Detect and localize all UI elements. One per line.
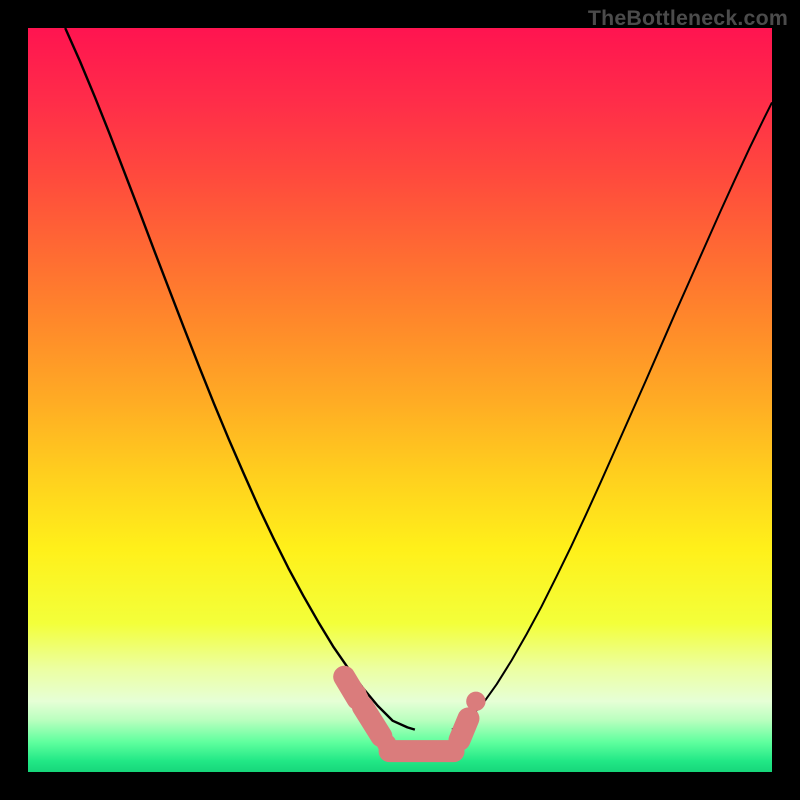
curve-left [65, 28, 415, 730]
curve-right [452, 102, 772, 729]
plot-area [28, 28, 772, 772]
watermark-text: TheBottleneck.com [588, 6, 788, 31]
chart-svg [28, 28, 772, 772]
chart-container: TheBottleneck.com [0, 0, 800, 800]
